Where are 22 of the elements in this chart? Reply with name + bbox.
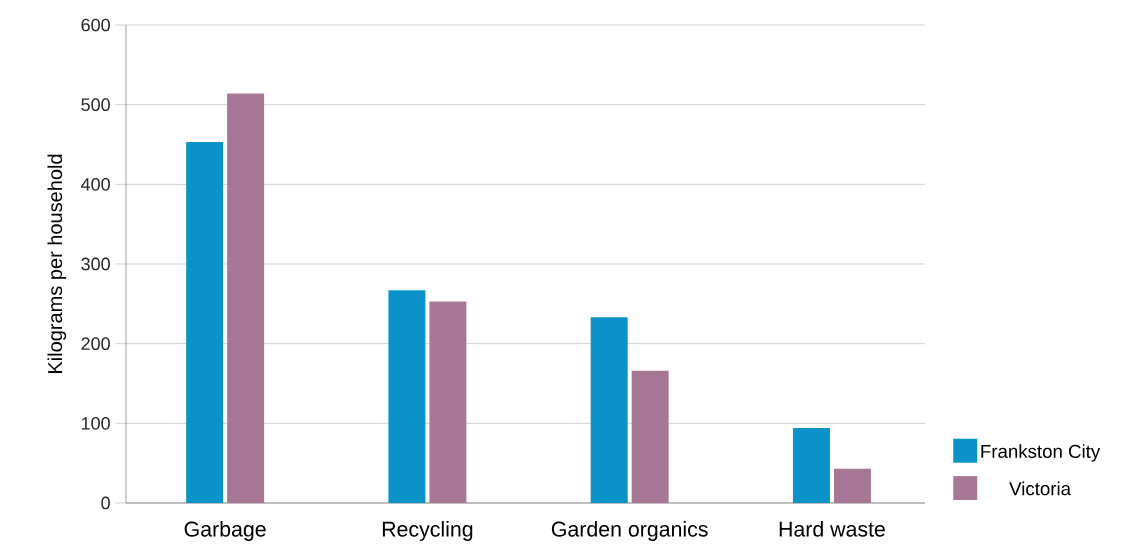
y-tick-label: 400 [81,177,110,191]
x-tick-label: Garbage [184,520,266,541]
y-tick-label: 600 [81,18,110,32]
bar [833,468,871,503]
x-tick-label: Recycling [382,520,473,541]
legend-label: Frankston City [981,444,1101,462]
y-tick-label: 0 [101,496,110,510]
x-tick-label: Garden organics [551,520,708,541]
y-tick-label: 100 [81,416,110,430]
y-axis-title: Kilograms per household [47,154,67,373]
bar [227,93,265,503]
y-tick-label: 300 [81,257,110,271]
bar [186,141,224,503]
bar [631,370,669,503]
legend-label: Victoria [1009,481,1072,496]
x-tick-label: Hard waste [779,520,885,537]
y-tick-label: 200 [81,337,110,350]
bar [590,317,628,503]
bar [792,427,830,503]
bar [388,290,426,503]
bar [429,301,467,503]
y-tick-label: 500 [81,98,110,111]
